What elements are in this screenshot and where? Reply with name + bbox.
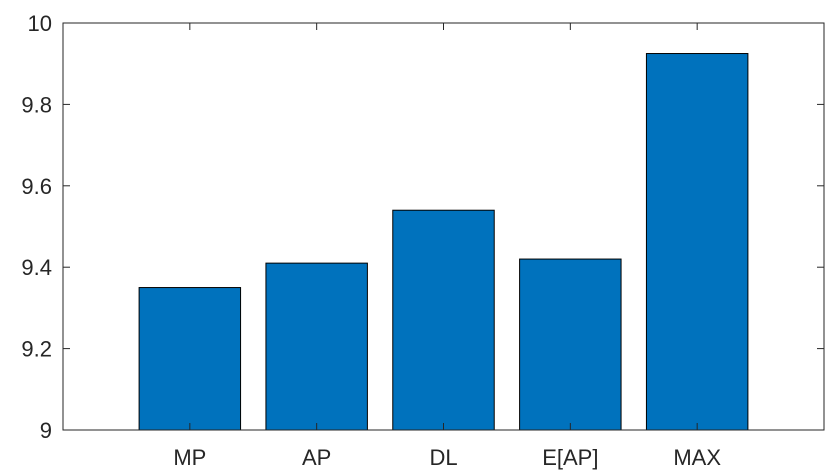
- bar-mp: [138, 287, 242, 431]
- y-tick-label: 10: [28, 11, 52, 36]
- bar-dl: [392, 209, 495, 431]
- y-axis-ticks: 9 9.2 9.4 9.6 9.8 10: [21, 11, 824, 443]
- y-tick-label: 9.4: [21, 255, 52, 280]
- x-tick-label: DL: [429, 445, 457, 470]
- y-tick-label: 9.6: [21, 174, 52, 199]
- x-tick-label: MP: [173, 445, 206, 470]
- x-tick-label: MAX: [673, 445, 721, 470]
- x-tick-label: AP: [302, 445, 331, 470]
- bar-e-ap: [519, 258, 622, 431]
- x-tick-label: E[AP]: [542, 445, 598, 470]
- y-tick-label: 9: [40, 418, 52, 443]
- x-axis-ticks: MP AP DL E[AP] MAX: [173, 23, 721, 470]
- bars-group: [138, 53, 749, 431]
- bar-ap: [265, 262, 368, 431]
- y-tick-label: 9.2: [21, 337, 52, 362]
- bar-max: [645, 53, 749, 431]
- plot-frame: [62, 22, 825, 431]
- y-tick-label: 9.8: [21, 92, 52, 117]
